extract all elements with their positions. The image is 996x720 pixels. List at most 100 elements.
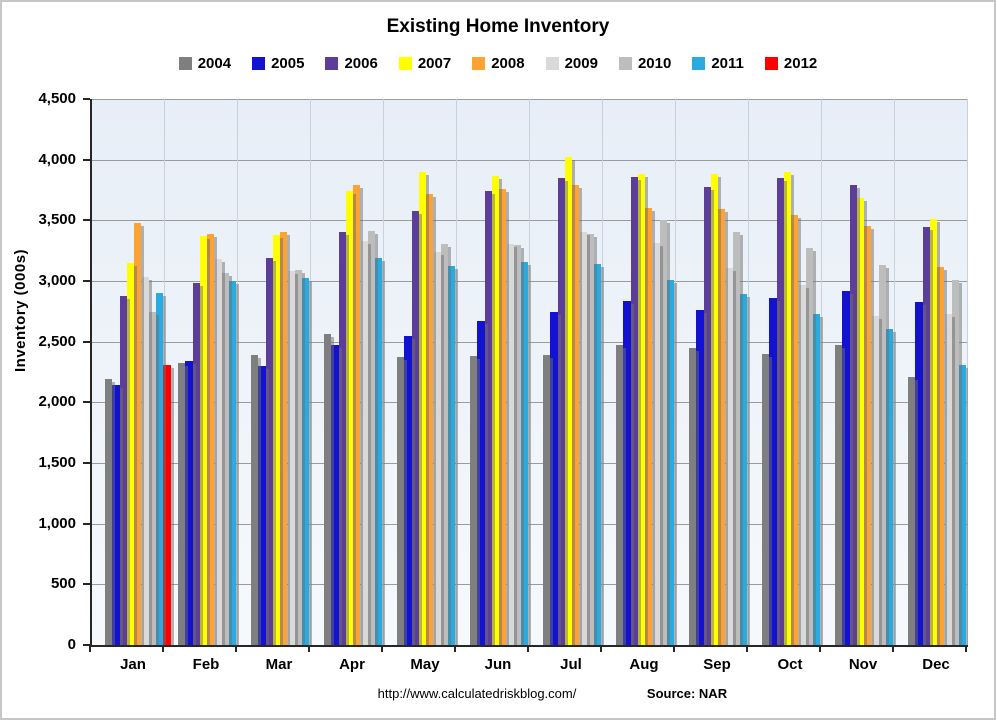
bar-2010-Jan	[148, 311, 157, 645]
bar-2012-Jan	[163, 365, 171, 645]
bar-2005-Apr	[331, 345, 339, 645]
y-axis-tick	[83, 401, 90, 404]
x-axis-month-label: Nov	[848, 656, 878, 673]
bar-2006-Jun	[484, 191, 492, 645]
bar-2007-Apr	[345, 190, 354, 645]
bar-2009-Jun	[506, 244, 514, 645]
bar-2008-Nov	[864, 226, 872, 645]
x-axis-month-label: Jul	[560, 656, 582, 673]
bar-2008-Feb	[207, 233, 215, 645]
x-axis-month-label: Sep	[703, 656, 731, 673]
bar-2006-Aug	[630, 177, 638, 645]
bar-2011-Jul	[594, 264, 602, 645]
y-axis-tick	[83, 219, 90, 222]
x-axis-tick	[892, 645, 894, 652]
bar-2004-Aug	[616, 345, 624, 645]
bar-2006-Dec	[922, 227, 930, 645]
y-axis-tick	[83, 340, 90, 343]
x-axis-tick	[673, 645, 675, 652]
gridline-horizontal	[92, 99, 968, 100]
y-axis-tick-label: 2,000	[38, 393, 76, 411]
x-axis-tick	[89, 645, 91, 652]
gridline-horizontal	[92, 523, 968, 525]
bar-2010-Oct	[805, 248, 814, 645]
y-axis-tick-label: 4,000	[38, 150, 76, 168]
bar-2005-Feb	[185, 361, 193, 645]
legend-swatch-icon	[545, 57, 559, 70]
y-axis-tick	[83, 522, 90, 525]
bar-2007-Feb	[199, 235, 208, 645]
bar-2005-Jun	[477, 321, 485, 645]
y-axis-tick	[83, 280, 90, 282]
bar-2009-May	[433, 251, 441, 645]
plot-area	[90, 99, 968, 647]
x-axis-month-label: Oct	[777, 656, 803, 673]
bar-2005-Jul	[550, 311, 558, 645]
bar-2005-Nov	[842, 290, 850, 645]
x-axis-tick	[162, 645, 164, 652]
bar-2006-Apr	[338, 231, 346, 645]
gridline-vertical	[602, 99, 603, 645]
bar-2006-Jan	[119, 295, 127, 645]
x-axis-tick	[454, 645, 456, 652]
legend-label: 2011	[711, 55, 744, 72]
bar-2008-Aug	[645, 208, 653, 645]
legend-swatch-icon	[178, 57, 192, 70]
bar-2009-Jul	[579, 232, 587, 645]
gridline-horizontal	[92, 220, 968, 222]
legend-item-2007: 2007	[398, 55, 451, 72]
bar-2004-Oct	[762, 354, 770, 645]
legend-item-2012: 2012	[764, 55, 817, 72]
legend-label: 2005	[271, 55, 305, 72]
x-axis-month-label: Jan	[120, 656, 146, 673]
y-axis-tick-label: 2,500	[38, 332, 76, 350]
bar-2004-Apr	[324, 334, 332, 645]
bar-2010-Sep	[732, 232, 741, 645]
y-axis-tick-label: 1,000	[38, 514, 76, 532]
bar-2007-Jun	[491, 176, 500, 645]
bar-2009-Apr	[360, 240, 368, 645]
bar-2011-Jan	[156, 292, 164, 645]
legend-swatch-icon	[472, 57, 486, 70]
bar-2005-Sep	[696, 310, 704, 645]
bar-2006-Jul	[557, 177, 565, 645]
bar-2009-Feb	[214, 258, 222, 645]
bar-2004-Jun	[470, 355, 478, 645]
legend-label: 2004	[197, 55, 232, 72]
legend-label: 2009	[564, 55, 598, 72]
gridline-horizontal	[92, 402, 968, 404]
bar-2008-Oct	[791, 214, 799, 645]
bar-2006-Mar	[265, 257, 273, 645]
bar-2011-Mar	[302, 277, 310, 645]
bar-2011-Feb	[229, 281, 237, 645]
bar-2010-Jul	[586, 233, 595, 645]
x-axis-tick	[527, 645, 529, 652]
bar-2009-Nov	[871, 316, 879, 645]
bar-2006-Oct	[776, 177, 784, 645]
bar-2005-May	[404, 335, 412, 645]
y-axis-tick-label: 500	[50, 575, 76, 593]
bar-2004-Jan	[105, 378, 113, 645]
legend-label: 2010	[637, 55, 672, 72]
gridline-vertical	[821, 99, 822, 645]
bar-2011-Sep	[740, 293, 748, 645]
legend-item-2008: 2008	[472, 55, 525, 72]
bar-2007-Mar	[272, 234, 281, 645]
legend-swatch-icon	[325, 57, 339, 70]
bar-2007-Aug	[637, 173, 646, 645]
legend: 2004 2005 2006 2007 2008 2009 2010 2011 2012	[2, 55, 994, 72]
bar-2010-May	[440, 244, 449, 645]
bar-2010-Aug	[659, 219, 668, 645]
bar-2008-Dec	[937, 267, 945, 645]
bar-2008-Jan	[134, 222, 142, 645]
legend-swatch-icon	[618, 57, 632, 70]
y-axis-tick-label: 3,000	[38, 272, 76, 289]
gridline-vertical	[967, 99, 968, 645]
bar-2005-Jan	[112, 385, 120, 645]
x-axis-month-label: Apr	[339, 656, 365, 673]
x-axis-month-label: May	[410, 656, 440, 673]
bar-2007-Jan	[126, 263, 135, 645]
bar-2005-Dec	[915, 301, 923, 645]
x-axis-month-label: Mar	[265, 656, 293, 673]
